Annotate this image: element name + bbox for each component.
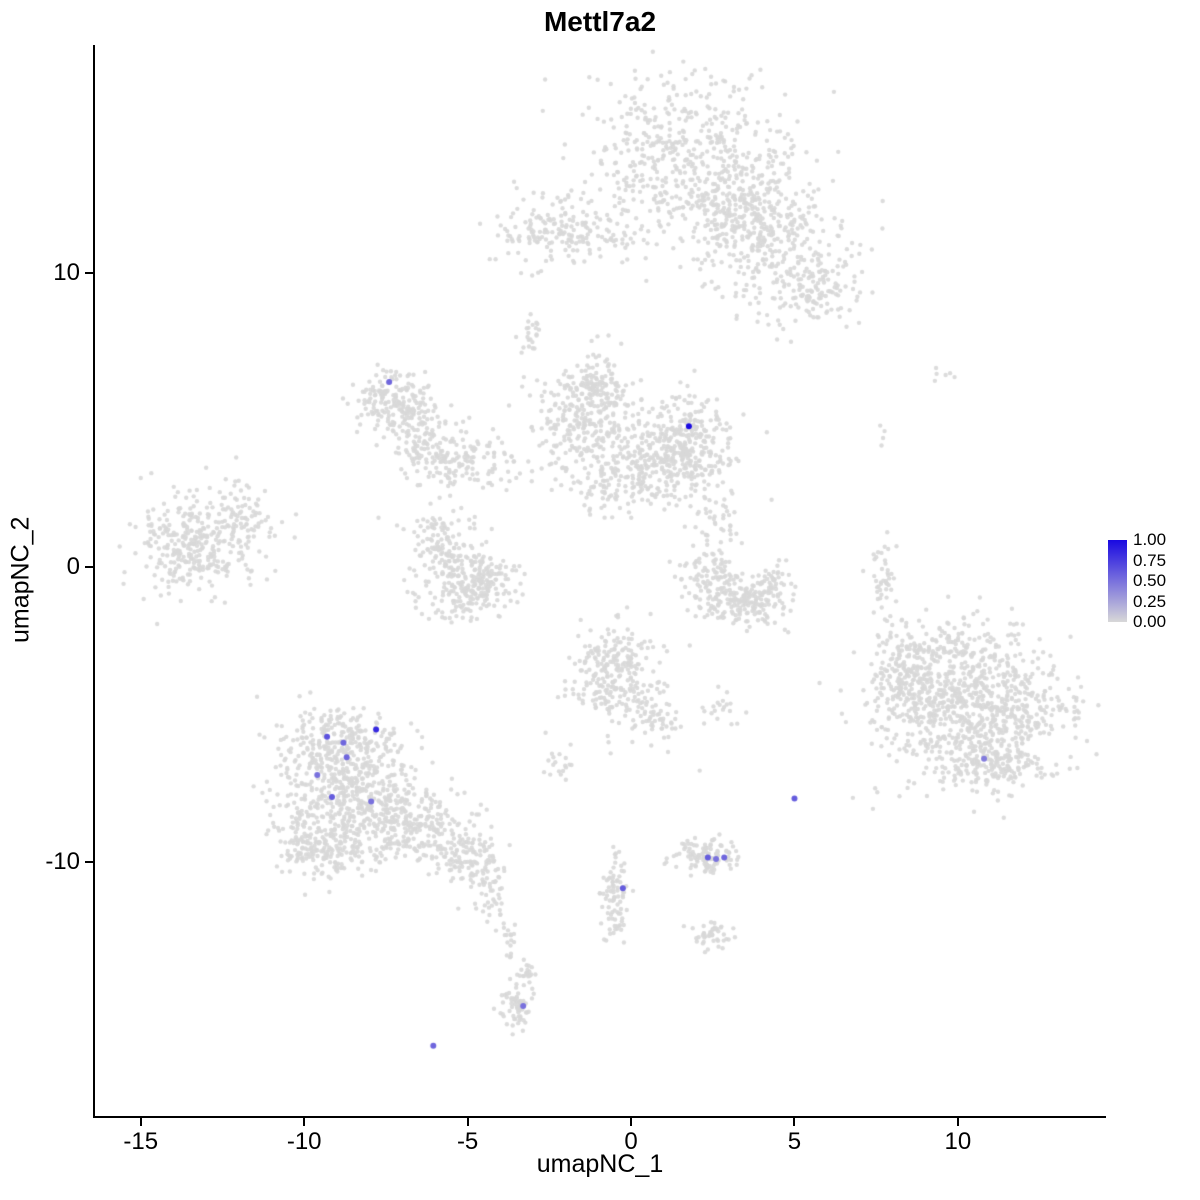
- y-axis-line: [93, 45, 95, 1118]
- x-tick-label: -10: [286, 1128, 322, 1155]
- x-tick-label: 10: [944, 1128, 972, 1155]
- legend-tick-label: 0.00: [1133, 612, 1167, 631]
- plot-title: Mettl7a2: [543, 6, 657, 37]
- x-tick-label: -5: [456, 1128, 479, 1155]
- x-tick-mark: [139, 1118, 142, 1126]
- legend-tick-label: 0.50: [1133, 571, 1167, 590]
- x-axis-label: umapNC_1: [536, 1150, 664, 1178]
- y-tick-mark: [85, 566, 93, 569]
- y-tick-mark: [85, 860, 93, 863]
- x-tick-label: 0: [624, 1128, 638, 1155]
- x-tick-mark: [956, 1118, 959, 1126]
- colorbar-gradient: [1108, 540, 1127, 622]
- x-tick-label: -15: [123, 1128, 159, 1155]
- colorbar-legend: 1.00 0.75 0.50 0.25 0.00: [1108, 530, 1198, 640]
- y-tick-label: -10: [45, 847, 80, 875]
- y-tick-label: 10: [53, 259, 80, 287]
- legend-tick-label: 0.75: [1133, 550, 1167, 570]
- legend-tick-label: 1.00: [1133, 530, 1167, 549]
- legend-tick-label: 0.25: [1133, 591, 1167, 611]
- x-tick-label: 5: [787, 1128, 802, 1155]
- x-tick-mark: [793, 1118, 796, 1126]
- y-tick-label: 0: [66, 553, 80, 581]
- x-tick-mark: [630, 1118, 633, 1126]
- x-axis-line: [93, 1116, 1106, 1118]
- x-tick-mark: [303, 1118, 306, 1126]
- y-tick-mark: [85, 272, 93, 275]
- x-tick-mark: [466, 1118, 469, 1126]
